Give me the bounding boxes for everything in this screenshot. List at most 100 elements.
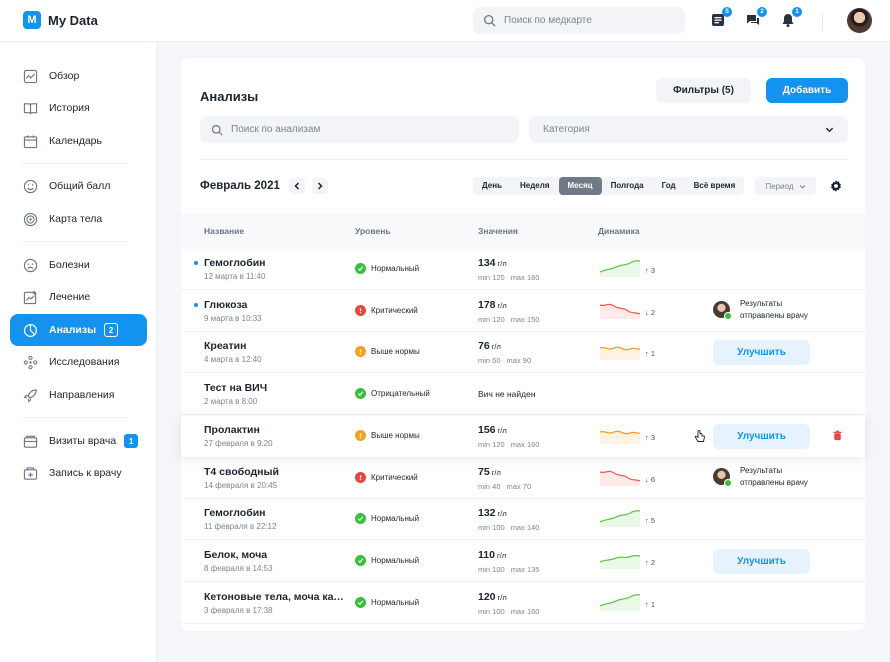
tab-half-year[interactable]: Полгода bbox=[610, 181, 644, 190]
reference-range: min 120 max 150 bbox=[478, 315, 545, 324]
period-select[interactable]: Период bbox=[755, 177, 816, 195]
sidebar-item-referrals[interactable]: Направления bbox=[10, 379, 147, 411]
result-value: 120 г/л bbox=[478, 591, 507, 603]
chat-icon[interactable]: 2 bbox=[743, 7, 767, 30]
app-title[interactable]: My Data bbox=[48, 13, 98, 28]
sidebar-item-analyses[interactable]: Анализы 2 bbox=[10, 314, 147, 346]
table-row[interactable]: T4 свободный 14 февраля в 20:45 Критически… bbox=[181, 458, 865, 499]
range-min: min 100 bbox=[478, 564, 505, 574]
above-status-icon bbox=[355, 346, 366, 358]
period-select-label: Период bbox=[765, 181, 794, 191]
range-max: max 150 bbox=[510, 314, 540, 324]
result-value: 178 г/л bbox=[478, 299, 507, 311]
doctor-sent-note: Результаты отправлены врачу bbox=[713, 465, 808, 489]
smile-icon bbox=[22, 178, 39, 195]
sidebar-item-treatment[interactable]: Лечение bbox=[10, 281, 147, 313]
sidebar-divider bbox=[22, 417, 128, 418]
sparkline bbox=[599, 510, 641, 528]
normal-status-icon bbox=[355, 513, 366, 525]
sidebar-item-label: Обзор bbox=[49, 70, 80, 82]
table-row[interactable]: Глюкоза 9 марта в 10:33 Критический 178 г/л m… bbox=[181, 291, 865, 332]
filters-button[interactable]: Фильтры (5) bbox=[656, 78, 751, 103]
analyses-search-input[interactable] bbox=[231, 124, 491, 135]
chat-badge: 2 bbox=[757, 7, 767, 17]
reference-range: min 120 max 160 bbox=[478, 273, 545, 282]
tab-day[interactable]: День bbox=[482, 181, 502, 190]
prev-month-button[interactable] bbox=[289, 178, 305, 194]
table-row[interactable]: Креатин 4 марта в 12:40 Выше нормы 76 г/л min… bbox=[181, 332, 865, 374]
reference-range: min 120 max 160 bbox=[478, 440, 545, 449]
level-label: Выше нормы bbox=[371, 347, 420, 357]
doctor-avatar bbox=[713, 468, 732, 487]
table-row[interactable]: Пролактин 27 февраля в 9:20 Выше нормы 156 г… bbox=[181, 415, 865, 457]
bell-icon[interactable]: 1 bbox=[778, 7, 802, 30]
chevron-left-icon bbox=[294, 182, 300, 190]
analysis-name: Пролактин bbox=[204, 423, 260, 436]
analysis-name: Белок, моча bbox=[204, 548, 268, 561]
analysis-date: 4 марта в 12:40 bbox=[204, 355, 262, 365]
category-select[interactable]: Категория bbox=[529, 116, 848, 143]
sparkline bbox=[599, 593, 641, 611]
sidebar-item-diseases[interactable]: Болезни bbox=[10, 249, 147, 281]
table-row[interactable]: Кетоновые тела, моча кач... 3 февраля в 1… bbox=[181, 583, 865, 624]
sidebar-item-appointment[interactable]: Запись к врачу bbox=[10, 457, 147, 489]
analysis-name: T4 свободный bbox=[204, 465, 279, 478]
book-icon bbox=[22, 100, 39, 117]
table-header: Название Уровень Значения Динамика bbox=[181, 213, 865, 249]
tab-all-time[interactable]: Всё время bbox=[693, 181, 736, 190]
card-divider bbox=[200, 159, 848, 160]
trend-indicator: ↑ 3 bbox=[645, 266, 656, 275]
chevron-down-icon bbox=[825, 127, 834, 133]
app-logo[interactable]: M bbox=[23, 11, 41, 29]
column-dynamics[interactable]: Динамика bbox=[598, 226, 640, 236]
level-status: Нормальный bbox=[355, 263, 419, 274]
documents-icon[interactable]: 5 bbox=[708, 7, 732, 30]
tab-year[interactable]: Год bbox=[661, 181, 676, 190]
improve-button[interactable]: Улучшить bbox=[713, 548, 810, 574]
sidebar: Обзор История Календарь Общий балл Карта… bbox=[0, 43, 157, 662]
value-unit: г/л bbox=[497, 259, 507, 268]
medcard-search[interactable] bbox=[473, 7, 685, 34]
range-max: max 160 bbox=[510, 439, 540, 449]
gear-icon[interactable] bbox=[829, 179, 843, 193]
trash-icon[interactable] bbox=[832, 430, 843, 441]
improve-button[interactable]: Улучшить bbox=[713, 423, 810, 449]
add-button[interactable]: Добавить bbox=[766, 78, 848, 103]
table-row[interactable]: Гемоглобин 11 февраля в 22:12 Нормальный 13… bbox=[181, 499, 865, 541]
tab-week[interactable]: Неделя bbox=[520, 181, 550, 190]
level-status: Выше нормы bbox=[355, 346, 420, 358]
normal-status-icon bbox=[355, 263, 366, 274]
column-level[interactable]: Уровень bbox=[355, 226, 391, 236]
table-row[interactable]: Белок, моча 8 февраля в 14:53 Нормальный 11… bbox=[181, 541, 865, 582]
table-row[interactable]: Гемоглобин 12 марта в 11:40 Нормальный 134 г… bbox=[181, 249, 865, 290]
user-avatar[interactable] bbox=[847, 8, 872, 33]
sidebar-item-history[interactable]: История bbox=[10, 92, 147, 124]
range-max: max 135 bbox=[510, 564, 540, 574]
sidebar-item-research[interactable]: Исследования bbox=[10, 346, 147, 378]
category-placeholder: Категория bbox=[543, 124, 590, 135]
sidebar-item-score[interactable]: Общий балл bbox=[10, 170, 147, 202]
level-label: Нормальный bbox=[371, 514, 420, 524]
treatment-icon bbox=[22, 289, 39, 306]
improve-button[interactable]: Улучшить bbox=[713, 340, 810, 366]
analysis-name: Гемоглобин bbox=[204, 507, 266, 520]
next-month-button[interactable] bbox=[312, 178, 328, 194]
sparkline bbox=[599, 303, 641, 319]
tab-month[interactable]: Месяц bbox=[558, 177, 602, 195]
analyses-search[interactable] bbox=[200, 116, 519, 143]
level-label: Отрицательный bbox=[371, 389, 430, 399]
rocket-icon bbox=[22, 387, 39, 404]
sidebar-item-body-map[interactable]: Карта тела bbox=[10, 203, 147, 235]
table-row[interactable]: Тест на ВИЧ 2 марта в 8:00 Отрицательный Ви… bbox=[181, 374, 865, 416]
new-indicator-dot bbox=[194, 261, 198, 265]
range-min: min 40 bbox=[478, 481, 501, 491]
column-values[interactable]: Значения bbox=[478, 226, 518, 236]
value-unit: г/л bbox=[497, 592, 507, 602]
medcard-search-input[interactable] bbox=[504, 15, 674, 26]
doctor-note-text: Результаты отправлены врачу bbox=[740, 465, 808, 489]
analysis-date: 3 февраля в 17:38 bbox=[204, 605, 273, 615]
sidebar-item-doctor-visits[interactable]: Визиты врача 1 bbox=[10, 425, 147, 457]
column-name[interactable]: Название bbox=[204, 226, 245, 236]
sidebar-item-overview[interactable]: Обзор bbox=[10, 60, 147, 92]
sidebar-item-calendar[interactable]: Календарь bbox=[10, 125, 147, 157]
